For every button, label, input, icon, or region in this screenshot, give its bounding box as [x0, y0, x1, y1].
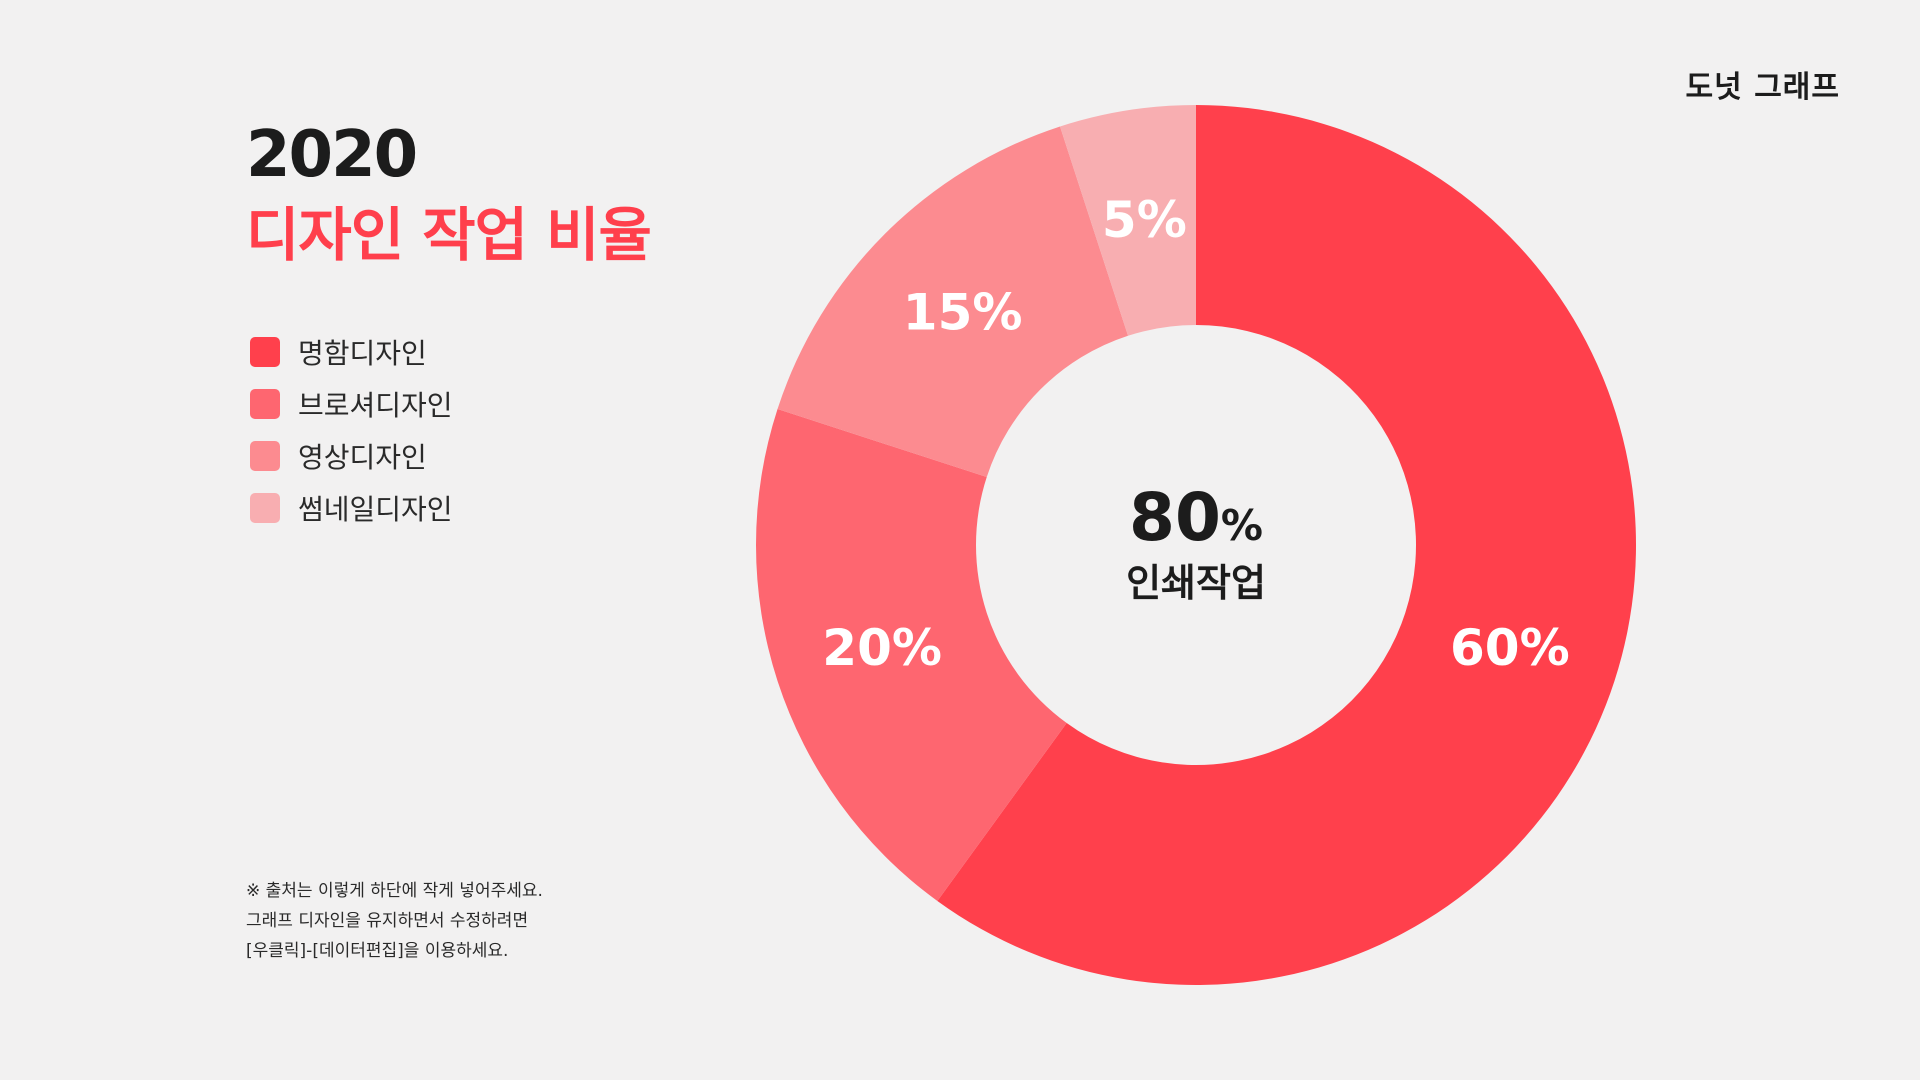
source-note-line: [우클릭]-[데이터편집]을 이용하세요. — [246, 941, 509, 961]
legend-item-brochure: 브로셔디자인 — [250, 378, 453, 430]
donut-slice-business-card — [937, 105, 1637, 986]
source-note-line: 그래프 디자인을 유지하면서 수정하려면 — [246, 911, 529, 931]
source-note: ※ 출처는 이렇게 하단에 작게 넣어주세요. 그래프 디자인을 유지하면서 수… — [246, 876, 543, 966]
slice-label-video: 15% — [903, 284, 1023, 342]
legend-item-business-card: 명함디자인 — [250, 326, 453, 378]
slice-label-brochure: 20% — [822, 619, 942, 677]
slice-label-business-card: 60% — [1450, 619, 1570, 677]
legend-item-video: 영상디자인 — [250, 430, 453, 482]
page-title: 디자인 작업 비율 — [246, 201, 652, 269]
donut-slice-brochure — [756, 409, 1067, 901]
source-note-line: ※ 출처는 이렇게 하단에 작게 넣어주세요. — [246, 881, 543, 901]
legend-item-thumbnail: 썸네일디자인 — [250, 482, 453, 534]
legend-label: 브로셔디자인 — [298, 389, 453, 422]
legend-swatch — [250, 493, 280, 523]
legend-label: 명함디자인 — [298, 337, 427, 370]
slice-label-thumbnail: 5% — [1102, 191, 1187, 249]
legend-label: 영상디자인 — [298, 441, 427, 474]
donut-slice-thumbnail — [1060, 105, 1196, 336]
center-unit: % — [1221, 501, 1263, 550]
title-year: 2020 — [246, 118, 418, 192]
center-caption: 인쇄작업 — [1126, 561, 1266, 605]
center-value-text: 80% — [1129, 479, 1263, 556]
legend-swatch — [250, 389, 280, 419]
corner-label: 도넛 그래프 — [1685, 70, 1840, 105]
legend: 명함디자인 브로셔디자인 영상디자인 썸네일디자인 — [250, 326, 453, 534]
legend-label: 썸네일디자인 — [298, 493, 453, 526]
donut-slice-labels: 60% 20% 15% 5% — [822, 191, 1569, 677]
center-value: 80 — [1129, 479, 1221, 556]
donut-slice-video — [777, 126, 1129, 478]
donut-slices — [756, 105, 1637, 986]
legend-swatch — [250, 337, 280, 367]
legend-swatch — [250, 441, 280, 471]
